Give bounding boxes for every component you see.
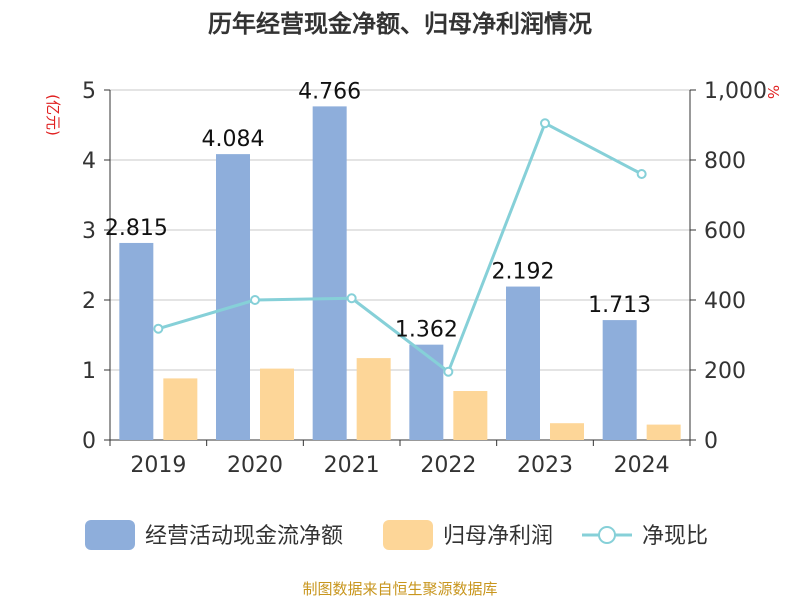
- right-tick-label: 800: [704, 149, 746, 174]
- legend-marker-ratio: [598, 526, 616, 544]
- bar-cash-flow: [506, 286, 540, 440]
- ratio-point: [346, 293, 357, 304]
- bar-cash-flow: [312, 106, 347, 440]
- left-tick-label: 4: [82, 149, 96, 174]
- right-tick-label: 0: [704, 429, 718, 454]
- left-tick-label: 0: [82, 429, 96, 454]
- right-tick-label: 200: [704, 359, 746, 384]
- x-tick-label: 2020: [227, 453, 283, 478]
- left-tick-label: 1: [82, 359, 96, 384]
- bars: [119, 106, 681, 440]
- x-tick-label: 2022: [420, 453, 476, 478]
- bar-net-profit: [163, 378, 198, 440]
- cash-flow-value-label: 4.084: [202, 127, 265, 152]
- bar-net-profit: [356, 358, 391, 440]
- left-tick-label: 2: [82, 289, 96, 314]
- right-tick-label: 400: [704, 289, 746, 314]
- ratio-line: [153, 118, 647, 377]
- bar-cash-flow: [119, 242, 154, 440]
- gridlines: [110, 89, 690, 371]
- ratio-polyline: [157, 121, 643, 374]
- legend-swatch-cash-flow: [85, 520, 135, 550]
- right-tick-label: 600: [704, 219, 746, 244]
- x-tick-label: 2023: [517, 453, 573, 478]
- bar-net-profit: [453, 391, 488, 440]
- axes: 0 1 2 3 4 5 0 200 400 600 800 1,000 2019 2020 2021 2022…: [82, 79, 767, 478]
- x-tick-label: 2024: [614, 453, 670, 478]
- bar-net-profit: [646, 424, 681, 440]
- ratio-point: [153, 323, 164, 334]
- ratio-point: [540, 118, 550, 129]
- chart-title: 历年经营现金净额、归母净利润情况: [208, 10, 592, 38]
- data-labels: 2.815 4.084 4.766 1.362 2.192 1.713: [105, 79, 651, 342]
- cash-flow-value-label: 1.713: [588, 293, 651, 318]
- right-tick-label: 1,000: [704, 79, 767, 104]
- legend-label-ratio: 净现比: [642, 524, 708, 549]
- legend-swatch-net-profit: [383, 520, 433, 550]
- ratio-point: [636, 169, 647, 179]
- bar-net-profit: [260, 368, 294, 440]
- left-axis-unit: (亿元): [44, 94, 62, 136]
- bar-cash-flow: [602, 320, 637, 440]
- left-tick-label: 5: [82, 79, 96, 104]
- cash-flow-value-label: 1.362: [395, 318, 458, 343]
- legend: 经营活动现金流净额 归母净利润 净现比: [85, 520, 708, 550]
- ratio-point: [250, 295, 260, 305]
- bar-cash-flow: [409, 344, 444, 440]
- bar-net-profit: [550, 423, 584, 440]
- legend-label-cash-flow: 经营活动现金流净额: [145, 524, 343, 549]
- source-note: 制图数据来自恒生聚源数据库: [302, 580, 497, 598]
- left-tick-label: 3: [82, 219, 96, 244]
- cash-flow-value-label: 2.192: [492, 260, 555, 285]
- ratio-point: [443, 366, 454, 377]
- x-tick-label: 2019: [130, 453, 186, 478]
- bar-cash-flow: [216, 154, 250, 440]
- cash-flow-value-label: 2.815: [105, 216, 168, 241]
- cash-flow-value-label: 4.766: [298, 79, 361, 104]
- legend-label-net-profit: 归母净利润: [443, 524, 553, 549]
- right-axis-unit: %: [764, 85, 782, 99]
- x-tick-label: 2021: [324, 453, 380, 478]
